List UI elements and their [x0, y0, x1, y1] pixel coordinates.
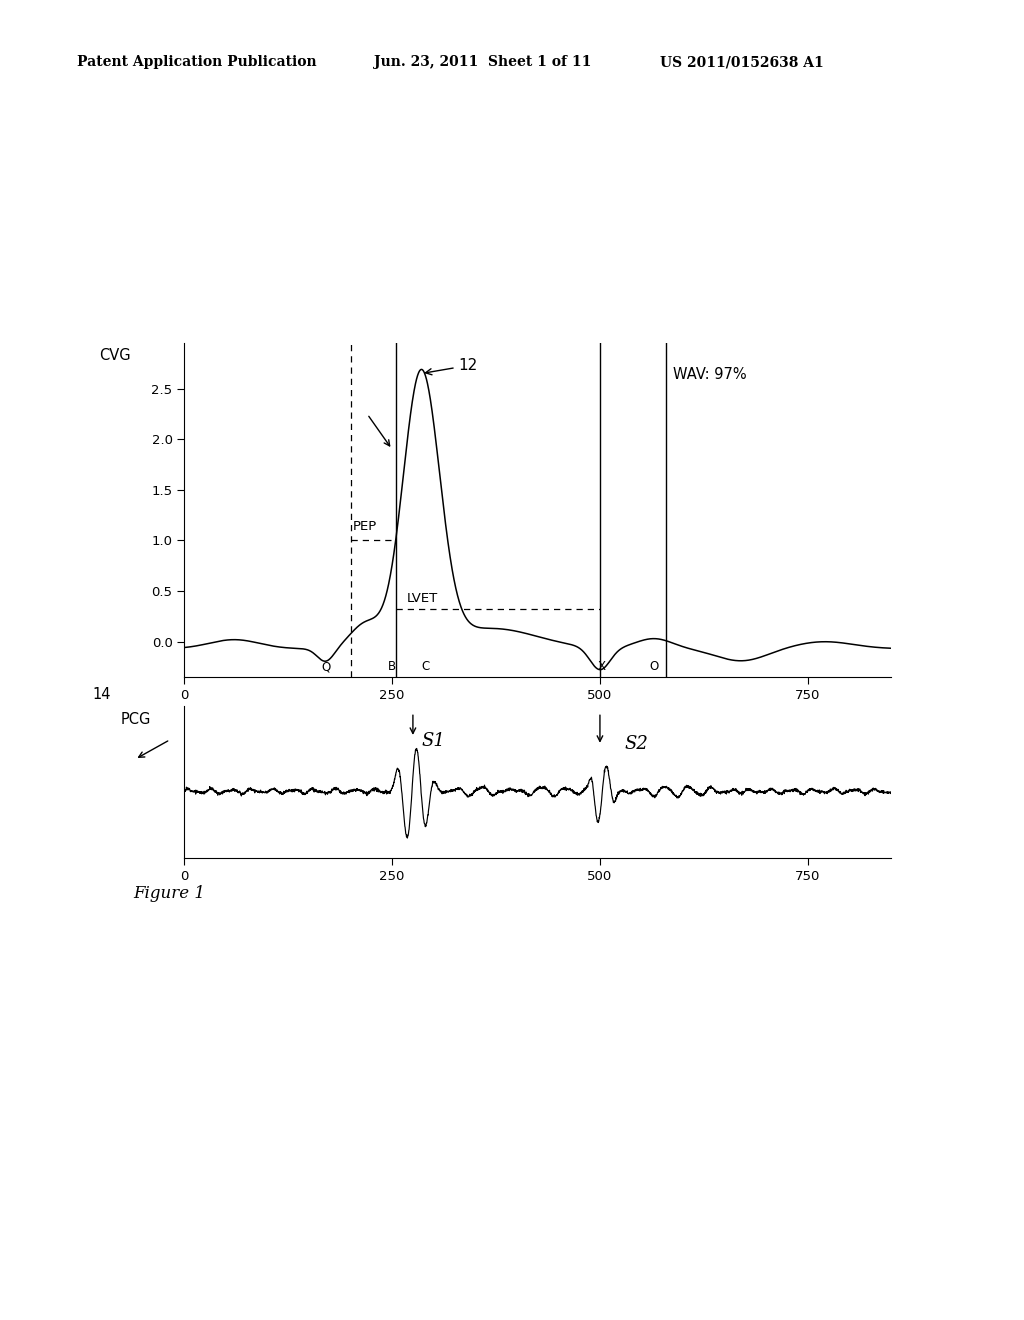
Text: Figure 1: Figure 1: [133, 884, 205, 902]
Text: Jun. 23, 2011  Sheet 1 of 11: Jun. 23, 2011 Sheet 1 of 11: [374, 55, 591, 70]
Text: PEP: PEP: [353, 520, 377, 533]
Text: WAV: 97%: WAV: 97%: [673, 367, 746, 381]
Text: Patent Application Publication: Patent Application Publication: [77, 55, 316, 70]
Text: 12: 12: [426, 358, 478, 375]
Text: Q: Q: [321, 660, 331, 673]
Text: B: B: [388, 660, 396, 673]
Text: 14: 14: [92, 686, 111, 702]
Text: O: O: [649, 660, 658, 673]
Text: S2: S2: [625, 735, 649, 752]
Text: LVET: LVET: [407, 593, 437, 605]
Text: C: C: [421, 660, 429, 673]
Text: S1: S1: [421, 731, 445, 750]
Text: PCG: PCG: [121, 713, 152, 727]
Text: X: X: [598, 660, 605, 673]
Text: CVG: CVG: [99, 348, 131, 363]
Text: US 2011/0152638 A1: US 2011/0152638 A1: [660, 55, 824, 70]
